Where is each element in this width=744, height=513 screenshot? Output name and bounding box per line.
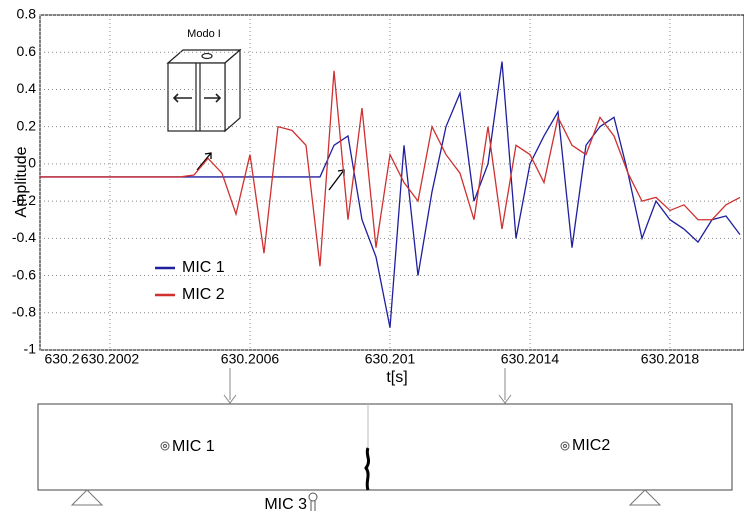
arrow-annotation (196, 152, 345, 191)
beam-diagram (37, 368, 733, 511)
mic-label: MIC 1 (172, 438, 215, 455)
x-tick-label: 630.2002 (81, 351, 140, 367)
cube-icon (166, 48, 242, 133)
x-tick-label: 630.2018 (641, 351, 700, 367)
y-tick-label: -0.6 (12, 266, 36, 282)
legend-label: MIC 1 (182, 259, 225, 276)
legend-label: MIC 2 (182, 286, 225, 303)
y-axis-label: Amplitude (13, 146, 30, 217)
x-tick-label: 630.201 (365, 351, 416, 367)
y-tick-label: 0 (28, 155, 36, 171)
mic-label: MIC2 (572, 437, 610, 454)
x-tick-label: 630.2 (44, 351, 79, 367)
data-line (40, 70, 741, 267)
y-tick-label: 0.2 (17, 117, 37, 133)
y-tick-label: -0.2 (12, 192, 36, 208)
x-tick-label: 630.2006 (221, 351, 280, 367)
y-tick-label: 0.6 (17, 43, 37, 59)
y-tick-label: 0.8 (17, 6, 37, 22)
y-tick-label: -0.8 (12, 303, 36, 319)
y-tick-label: 0.4 (17, 80, 37, 96)
y-tick-label: -0.4 (12, 229, 36, 245)
annotation: Modo I (187, 28, 221, 40)
mic-label: MIC 3 (264, 496, 307, 513)
x-axis-label: t[s] (386, 369, 407, 386)
y-tick-label: -1 (24, 341, 37, 357)
x-tick-label: 630.2014 (501, 351, 560, 367)
